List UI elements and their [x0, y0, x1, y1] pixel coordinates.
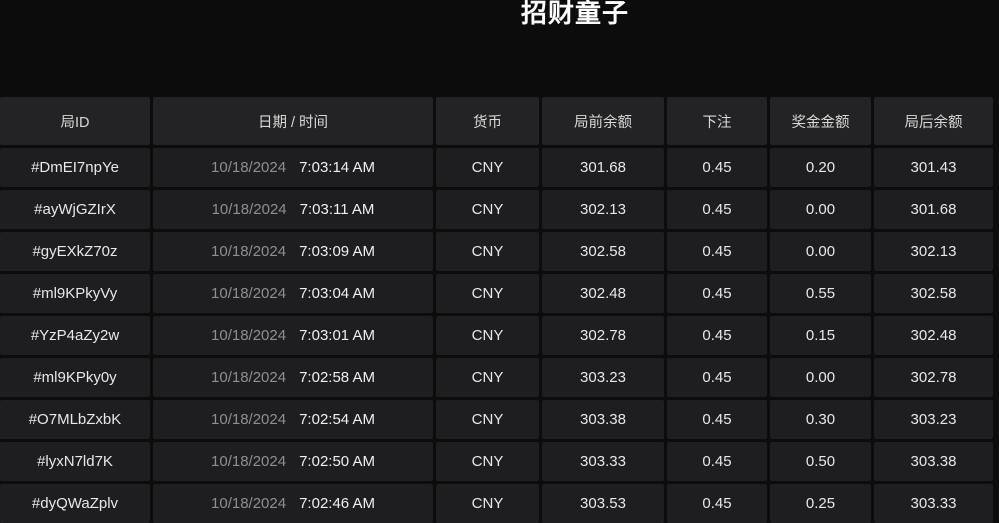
column-header-bet: 下注	[667, 97, 767, 145]
date-text: 10/18/2024	[211, 201, 287, 218]
cell-balance-after: 302.58	[874, 274, 993, 313]
cell-game-id: #DmEI7npYe	[0, 148, 150, 187]
date-text: 10/18/2024	[211, 369, 287, 386]
cell-game-id: #ml9KPky0y	[0, 358, 150, 397]
cell-bet: 0.45	[667, 442, 767, 481]
cell-balance-after: 303.38	[874, 442, 993, 481]
cell-balance-before: 302.78	[542, 316, 664, 355]
cell-balance-before: 301.68	[542, 148, 664, 187]
cell-currency: CNY	[436, 316, 539, 355]
time-text: 7:03:14 AM	[299, 159, 375, 176]
date-text: 10/18/2024	[211, 327, 287, 344]
cell-prize-amount: 0.20	[770, 148, 871, 187]
date-text: 10/18/2024	[211, 453, 287, 470]
date-text: 10/18/2024	[211, 495, 287, 512]
cell-game-id: #lyxN7ld7K	[0, 442, 150, 481]
cell-prize-amount: 0.00	[770, 358, 871, 397]
date-text: 10/18/2024	[211, 243, 287, 260]
cell-balance-before: 303.33	[542, 442, 664, 481]
cell-balance-before: 303.53	[542, 484, 664, 523]
column-header-game-id: 局ID	[0, 97, 150, 145]
time-text: 7:02:50 AM	[299, 453, 375, 470]
cell-date-time: 10/18/2024 7:02:58 AM	[153, 358, 433, 397]
cell-prize-amount: 0.30	[770, 400, 871, 439]
cell-bet: 0.45	[667, 400, 767, 439]
column-header-currency: 货币	[436, 97, 539, 145]
cell-game-id: #O7MLbZxbK	[0, 400, 150, 439]
cell-currency: CNY	[436, 358, 539, 397]
cell-bet: 0.45	[667, 232, 767, 271]
column-header-prize-amount: 奖金金额	[770, 97, 871, 145]
cell-balance-after: 302.13	[874, 232, 993, 271]
page-title: 招财童子	[520, 0, 629, 28]
cell-currency: CNY	[436, 484, 539, 523]
cell-balance-before: 302.58	[542, 232, 664, 271]
cell-bet: 0.45	[667, 358, 767, 397]
cell-bet: 0.45	[667, 190, 767, 229]
cell-balance-after: 303.33	[874, 484, 993, 523]
time-text: 7:02:46 AM	[299, 495, 375, 512]
cell-currency: CNY	[436, 190, 539, 229]
cell-currency: CNY	[436, 232, 539, 271]
cell-balance-after: 302.78	[874, 358, 993, 397]
cell-date-time: 10/18/2024 7:03:04 AM	[153, 274, 433, 313]
time-text: 7:02:58 AM	[299, 369, 375, 386]
cell-date-time: 10/18/2024 7:03:09 AM	[153, 232, 433, 271]
cell-date-time: 10/18/2024 7:02:46 AM	[153, 484, 433, 523]
cell-currency: CNY	[436, 274, 539, 313]
cell-date-time: 10/18/2024 7:02:54 AM	[153, 400, 433, 439]
date-text: 10/18/2024	[211, 411, 287, 428]
cell-game-id: #ayWjGZIrX	[0, 190, 150, 229]
column-header-date-time: 日期 / 时间	[153, 97, 433, 145]
cell-date-time: 10/18/2024 7:03:14 AM	[153, 148, 433, 187]
cell-bet: 0.45	[667, 274, 767, 313]
cell-date-time: 10/18/2024 7:03:01 AM	[153, 316, 433, 355]
cell-prize-amount: 0.00	[770, 232, 871, 271]
cell-game-id: #ml9KPkyVy	[0, 274, 150, 313]
cell-balance-after: 302.48	[874, 316, 993, 355]
game-history-table: 局ID 日期 / 时间 货币 局前余额 下注 奖金金额 局后余额 #DmEI7n…	[0, 97, 993, 523]
cell-bet: 0.45	[667, 148, 767, 187]
cell-balance-before: 302.48	[542, 274, 664, 313]
cell-prize-amount: 0.25	[770, 484, 871, 523]
time-text: 7:03:09 AM	[299, 243, 375, 260]
cell-date-time: 10/18/2024 7:02:50 AM	[153, 442, 433, 481]
cell-game-id: #YzP4aZy2w	[0, 316, 150, 355]
cell-balance-after: 301.43	[874, 148, 993, 187]
cell-date-time: 10/18/2024 7:03:11 AM	[153, 190, 433, 229]
cell-currency: CNY	[436, 400, 539, 439]
cell-balance-before: 303.38	[542, 400, 664, 439]
time-text: 7:03:04 AM	[299, 285, 375, 302]
cell-bet: 0.45	[667, 484, 767, 523]
cell-game-id: #dyQWaZplv	[0, 484, 150, 523]
cell-prize-amount: 0.50	[770, 442, 871, 481]
cell-prize-amount: 0.15	[770, 316, 871, 355]
date-text: 10/18/2024	[211, 159, 287, 176]
time-text: 7:03:01 AM	[299, 327, 375, 344]
cell-balance-after: 301.68	[874, 190, 993, 229]
column-header-balance-before: 局前余额	[542, 97, 664, 145]
cell-balance-after: 303.23	[874, 400, 993, 439]
cell-balance-before: 303.23	[542, 358, 664, 397]
time-text: 7:03:11 AM	[299, 201, 375, 218]
column-header-balance-after: 局后余额	[874, 97, 993, 145]
cell-currency: CNY	[436, 148, 539, 187]
cell-prize-amount: 0.55	[770, 274, 871, 313]
date-text: 10/18/2024	[211, 285, 287, 302]
time-text: 7:02:54 AM	[299, 411, 375, 428]
cell-game-id: #gyEXkZ70z	[0, 232, 150, 271]
cell-balance-before: 302.13	[542, 190, 664, 229]
cell-bet: 0.45	[667, 316, 767, 355]
cell-currency: CNY	[436, 442, 539, 481]
cell-prize-amount: 0.00	[770, 190, 871, 229]
